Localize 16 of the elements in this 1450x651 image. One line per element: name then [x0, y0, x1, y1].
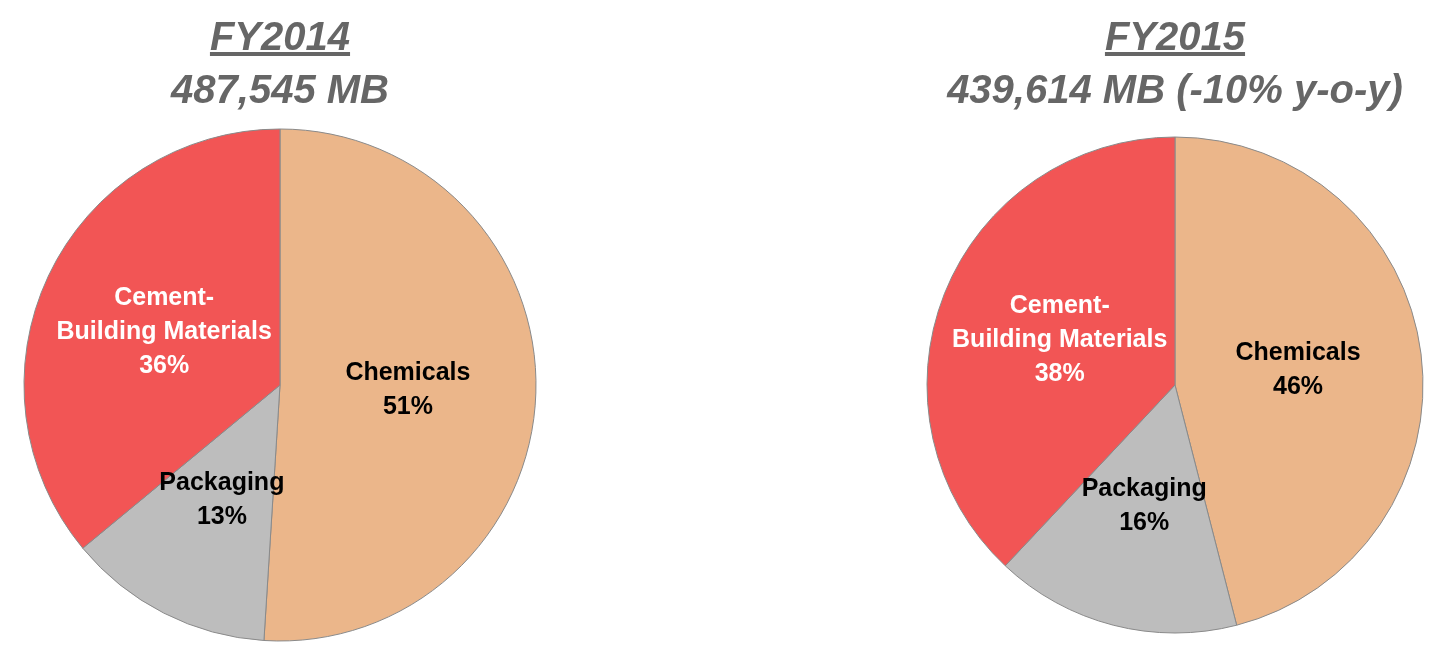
chart-title: FY2014 [209, 14, 351, 58]
data-label: 46% [1273, 371, 1324, 400]
slice-label: Cement-Building Materials [56, 281, 272, 344]
chart-subtitle: 439,614 MB (-10% y-o-y) [946, 67, 1403, 111]
data-label: 13% [196, 501, 247, 530]
slice-label: Cement-Building Materials [952, 290, 1168, 353]
slice-label: Chemicals [345, 357, 471, 386]
slice-label: Packaging [159, 467, 285, 496]
data-label: 36% [139, 349, 190, 378]
data-label: 51% [382, 391, 433, 420]
chart-subtitle: 487,545 MB [170, 67, 389, 111]
data-label: 38% [1034, 358, 1085, 387]
data-label: 16% [1119, 507, 1170, 536]
slice-label: Packaging [1081, 473, 1207, 502]
slice-label: Chemicals [1235, 337, 1361, 366]
chart-title: FY2015 [1104, 14, 1246, 58]
